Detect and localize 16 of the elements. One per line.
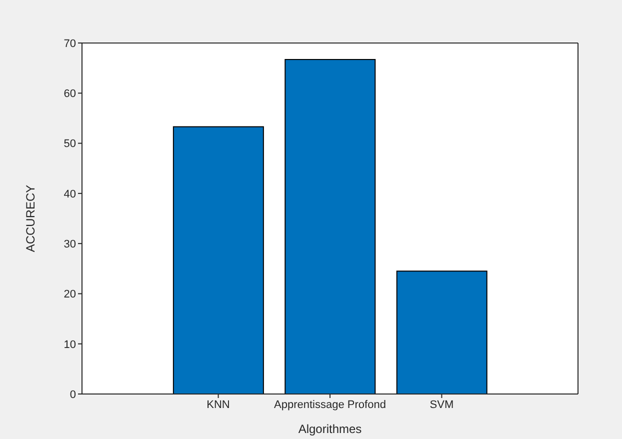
bar — [284, 59, 376, 394]
y-tick-label: 50 — [64, 138, 76, 150]
y-tick-label: 0 — [70, 388, 76, 401]
y-tick-label: 70 — [64, 38, 76, 50]
x-tick-label: KNN — [206, 398, 230, 411]
x-tick-label: SVM — [430, 398, 454, 411]
y-axis-title: ACCURECY — [23, 184, 38, 252]
y-tick-label: 60 — [64, 88, 76, 100]
bar — [172, 126, 264, 394]
y-tick-label: 10 — [64, 338, 76, 351]
x-axis-title: Algorithmes — [298, 422, 362, 436]
y-tick-label: 40 — [64, 188, 76, 200]
bar — [396, 270, 488, 394]
y-tick-label: 20 — [64, 288, 76, 301]
x-tick-label: Apprentissage Profond — [274, 398, 386, 411]
y-tick-label: 30 — [64, 238, 76, 250]
